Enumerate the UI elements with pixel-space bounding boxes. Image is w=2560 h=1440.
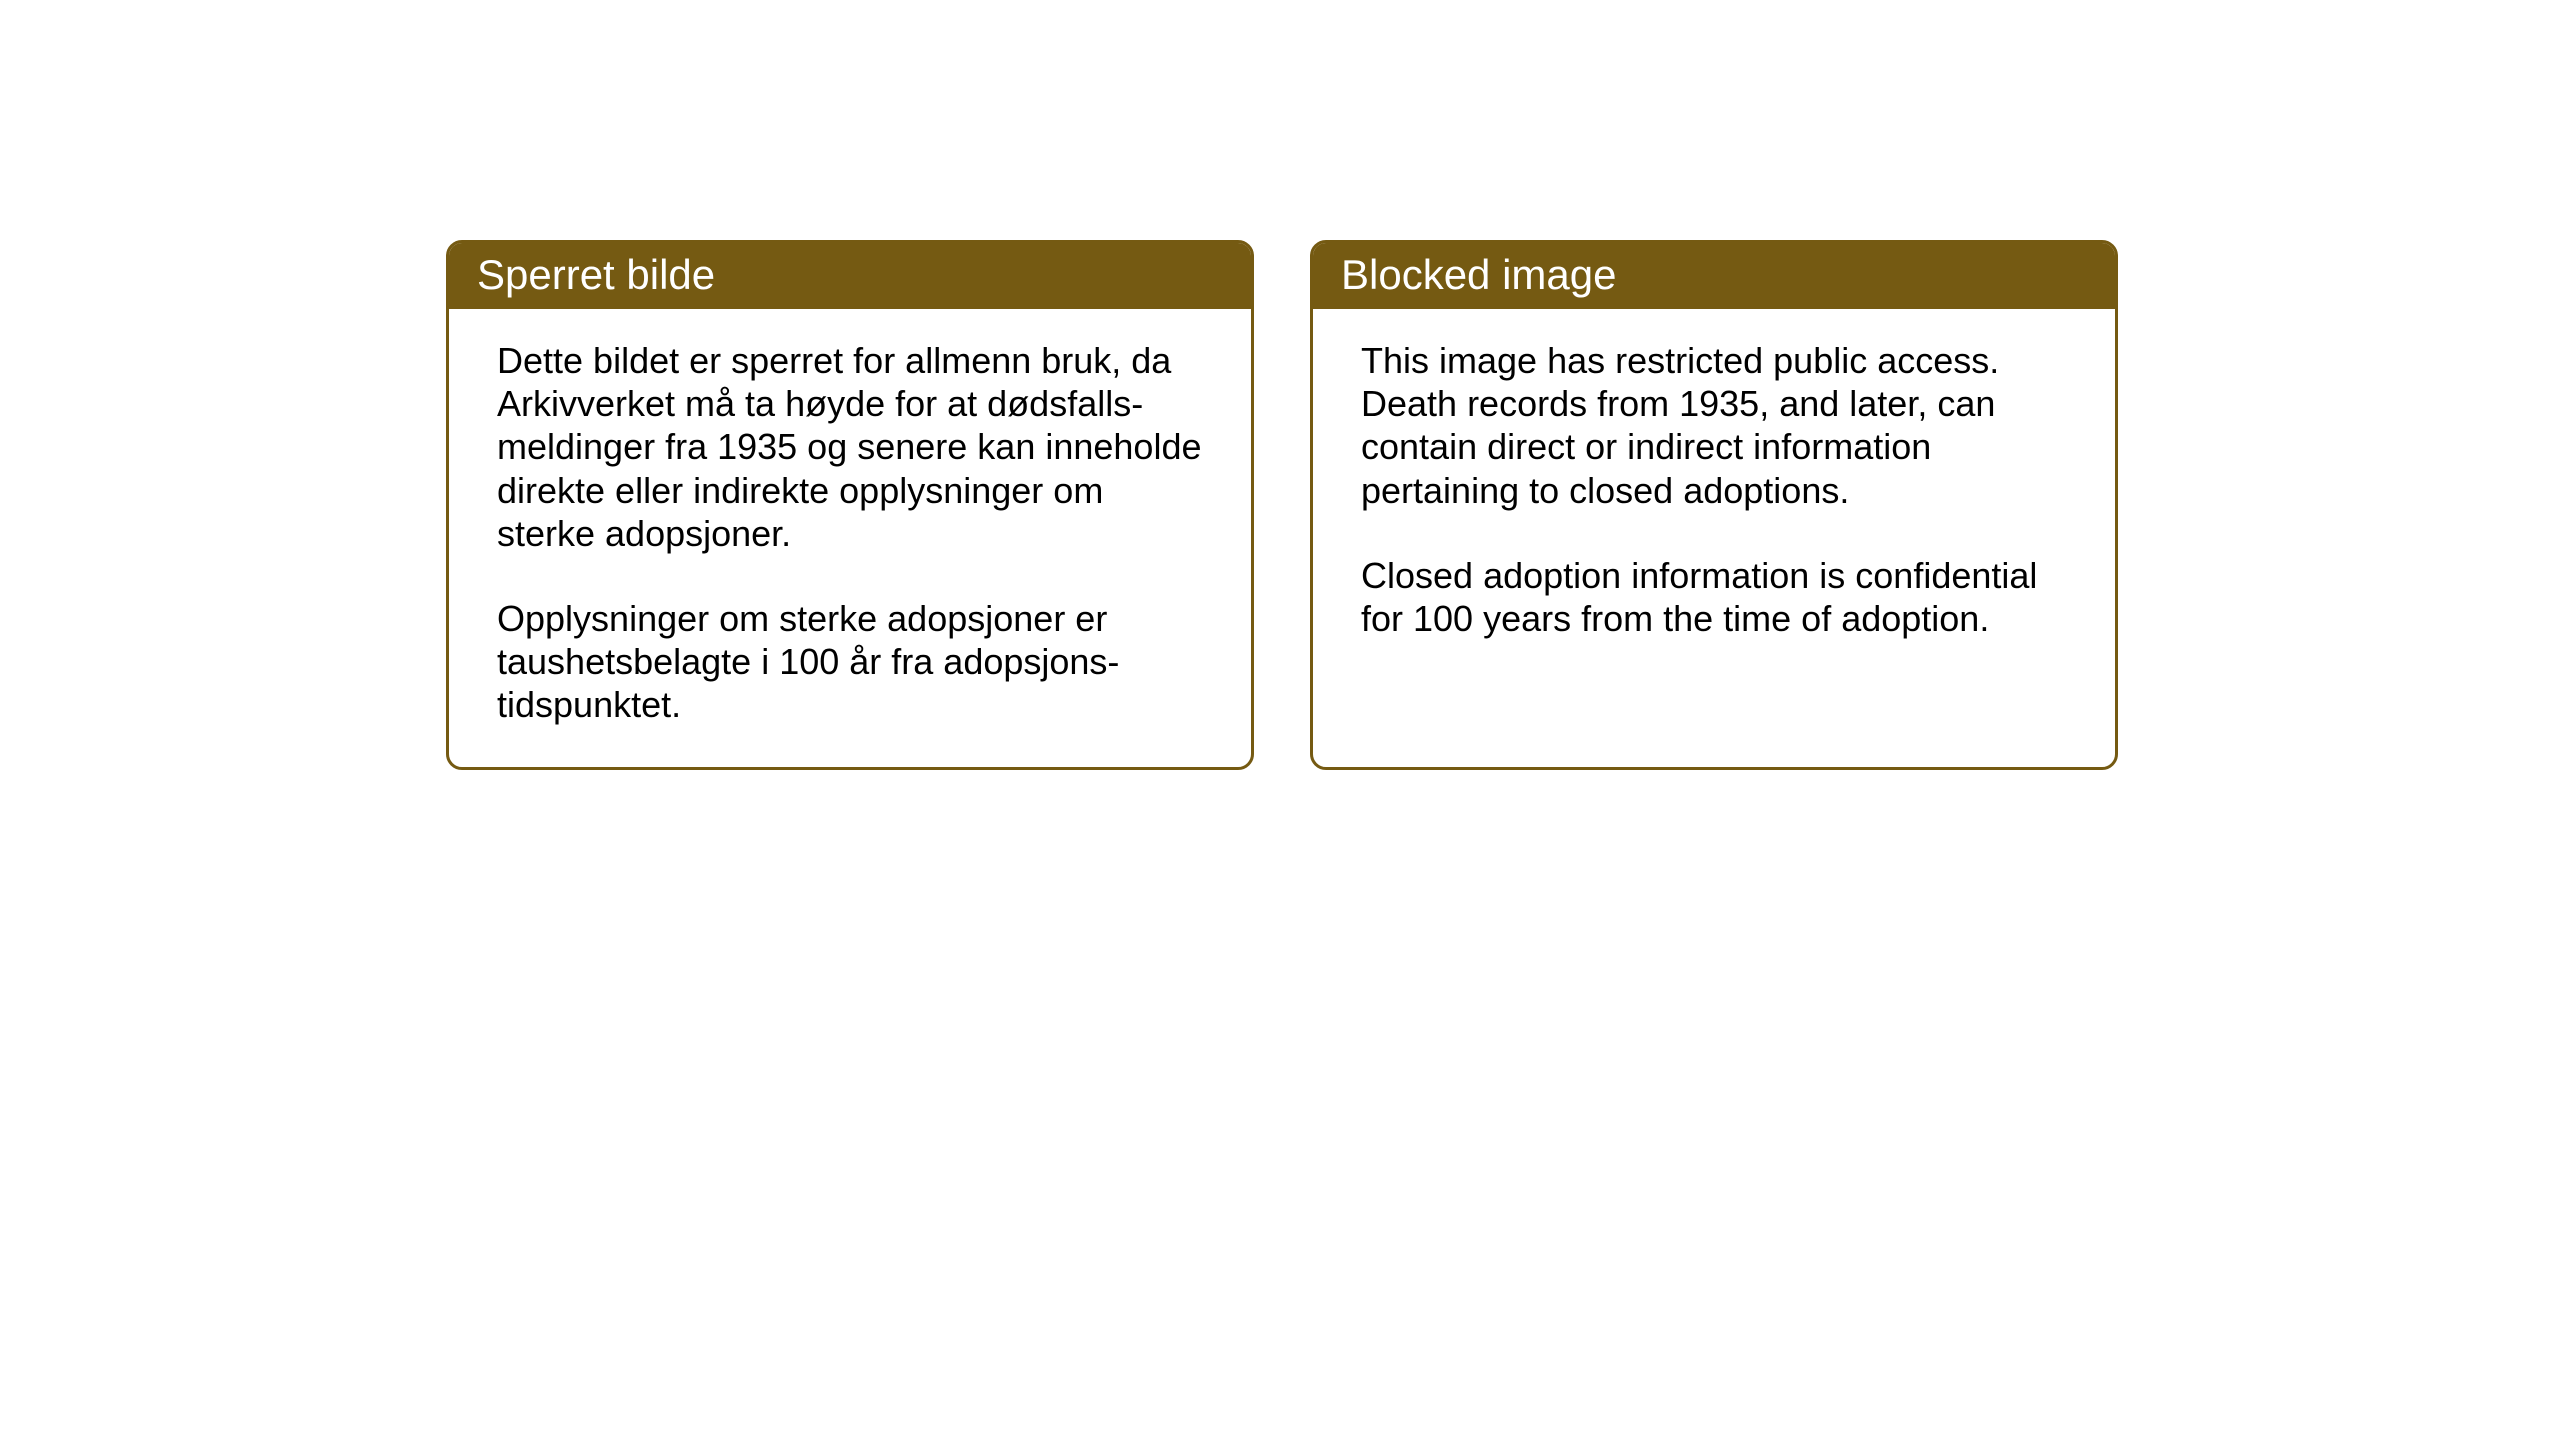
notice-body-norwegian: Dette bildet er sperret for allmenn bruk… (449, 309, 1251, 767)
notice-paragraph-2-norwegian: Opplysninger om sterke adopsjoner er tau… (497, 597, 1203, 727)
notice-header-norwegian: Sperret bilde (449, 243, 1251, 309)
notice-paragraph-2-english: Closed adoption information is confident… (1361, 554, 2067, 640)
notice-box-norwegian: Sperret bilde Dette bildet er sperret fo… (446, 240, 1254, 770)
notice-paragraph-1-english: This image has restricted public access.… (1361, 339, 2067, 512)
notice-title-english: Blocked image (1341, 251, 1616, 298)
notice-body-english: This image has restricted public access.… (1313, 309, 2115, 680)
notice-header-english: Blocked image (1313, 243, 2115, 309)
notice-paragraph-1-norwegian: Dette bildet er sperret for allmenn bruk… (497, 339, 1203, 555)
notice-title-norwegian: Sperret bilde (477, 251, 715, 298)
notice-container: Sperret bilde Dette bildet er sperret fo… (446, 240, 2118, 770)
notice-box-english: Blocked image This image has restricted … (1310, 240, 2118, 770)
